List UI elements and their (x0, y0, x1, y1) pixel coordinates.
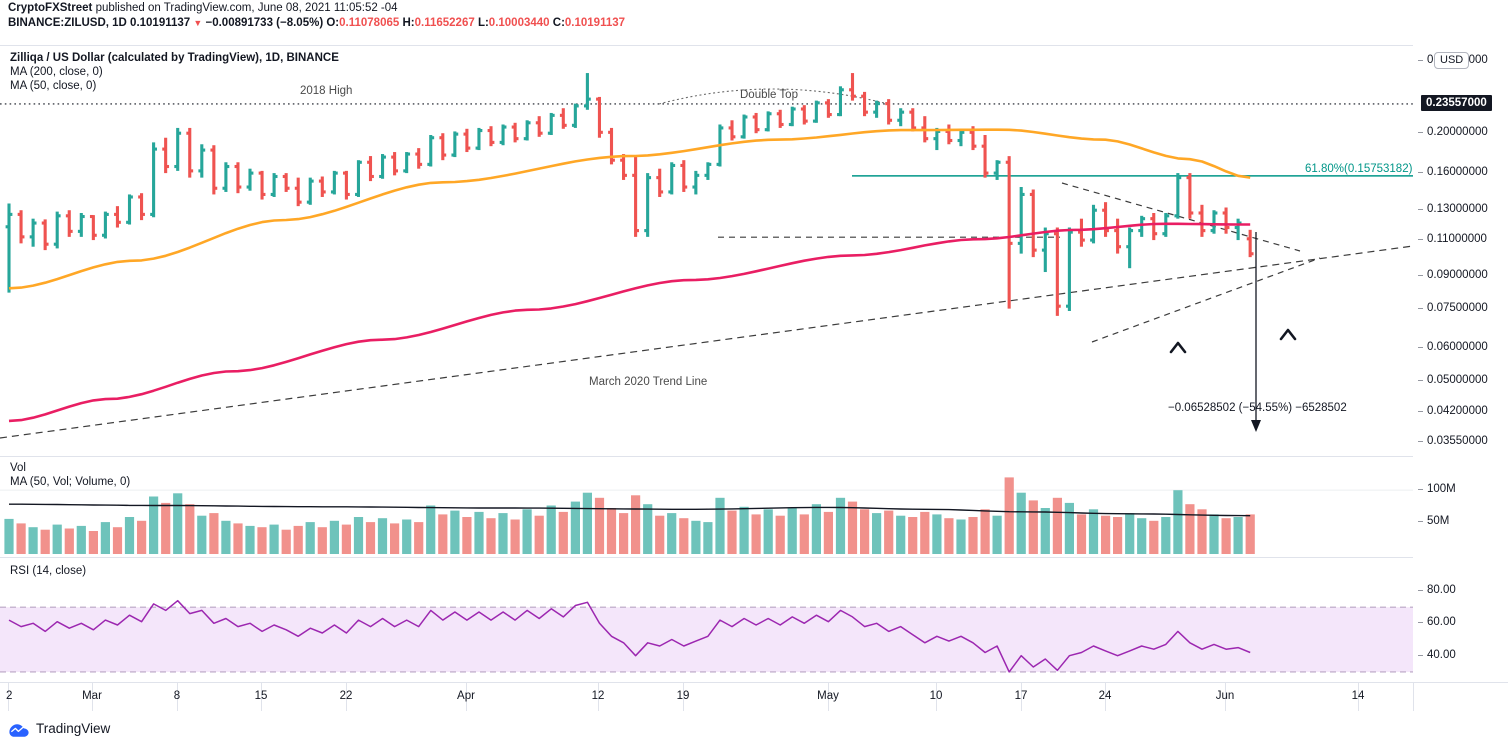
open-value: 0.11078065 (339, 17, 400, 29)
price-legend-ma50: MA (50, close, 0) (10, 80, 97, 92)
volume-legend-title: Vol (10, 462, 26, 474)
time-axis-tick: 15 (254, 690, 268, 702)
annotation-fib-level: 61.80%(0.15753182) (1305, 162, 1413, 175)
time-axis-separator (1225, 683, 1226, 711)
time-axis-separator (177, 683, 178, 711)
price-axis-tick: 0.16000000 (1418, 166, 1488, 179)
rsi-axis-tick: 40.00 (1418, 648, 1456, 661)
time-axis-tick: 14 (1351, 690, 1365, 702)
low-label: L: (477, 17, 489, 29)
annotation-trend-line: March 2020 Trend Line (589, 376, 708, 388)
quote-line: BINANCE:ZILUSD, 1D 0.10191137 ▼ −0.00891… (8, 17, 625, 30)
time-axis-separator (1021, 683, 1022, 711)
time-axis-separator (466, 683, 467, 711)
published-text: published on TradingView.com, June 08, 2… (95, 2, 398, 14)
time-axis-tick: 17 (1014, 690, 1028, 702)
price-legend-ma200: MA (200, close, 0) (10, 66, 103, 78)
annotation-measured-move: −0.06528502 (−54.55%) −6528502 (1168, 402, 1347, 414)
price-axis-tick: 0.07500000 (1418, 301, 1488, 314)
time-axis-tick: 2 (6, 690, 13, 702)
publisher-name: CryptoFXStreet (8, 2, 93, 14)
publisher-line: CryptoFXStreet published on TradingView.… (8, 2, 398, 15)
rsi-plot (0, 599, 1413, 673)
annotation-double-top: Double Top (740, 89, 798, 101)
time-axis-tick: 8 (173, 690, 181, 702)
price-axis-current-label: 0.23557000 (1421, 94, 1492, 111)
price-legend: Zilliqa / US Dollar (calculated by Tradi… (10, 51, 339, 93)
last-price: 0.10191137 (130, 17, 191, 29)
rsi-legend: RSI (14, close) (10, 564, 86, 578)
price-axis-tick: 0.13000000 (1418, 203, 1488, 216)
time-axis-separator (8, 683, 9, 711)
footer-bar: TradingView (0, 711, 1508, 755)
time-axis-separator (598, 683, 599, 711)
time-axis-tick: 22 (339, 690, 353, 702)
price-change: −0.00891733 (−8.05%) (205, 17, 324, 29)
price-axis-tick: 0.03550000 (1418, 435, 1488, 448)
high-label: H: (402, 17, 415, 29)
close-value: 0.10191137 (564, 17, 626, 29)
rsi-pane[interactable]: RSI (14, close) (0, 557, 1413, 683)
price-axis-tick: 0.04200000 (1418, 405, 1488, 418)
price-axis-tick: 0.20000000 (1418, 126, 1488, 139)
price-axis[interactable]: 0.300000000.235570000.200000000.16000000… (1413, 45, 1508, 682)
tradingview-logo-icon (9, 724, 29, 737)
tradingview-brand: TradingView (36, 721, 111, 736)
time-axis-tick: Jun (1215, 690, 1235, 702)
volume-plot (0, 477, 1413, 554)
time-axis-separator (828, 683, 829, 711)
open-label: O: (326, 17, 340, 29)
price-axis-tick: 0.05000000 (1418, 374, 1488, 387)
volume-axis-tick: 100M (1418, 483, 1456, 496)
time-axis-separator (1358, 683, 1359, 711)
chart-header: CryptoFXStreet published on TradingView.… (0, 0, 1508, 30)
symbol-label: BINANCE:ZILUSD, 1D (8, 17, 127, 29)
time-axis-tick: May (817, 690, 839, 702)
time-axis-separator (1105, 683, 1106, 711)
currency-badge: USD (1434, 52, 1470, 69)
volume-axis-tick: 50M (1417, 515, 1450, 528)
price-axis-tick: 0.09000000 (1418, 268, 1488, 281)
time-axis-separator (261, 683, 262, 711)
time-axis-tick: Mar (82, 690, 102, 702)
low-value: 0.10003440 (488, 17, 550, 29)
time-axis-separator (683, 683, 684, 711)
price-plot (0, 73, 1413, 439)
time-axis-separator (92, 683, 93, 711)
time-axis[interactable]: 2 Mar 8 15 22 Apr 12 19 May 10 17 24 Jun 14 (0, 682, 1508, 712)
volume-legend-ma: MA (50, Vol; Volume, 0) (10, 476, 131, 488)
time-axis-tick: Apr (457, 690, 475, 702)
time-axis-separator (346, 683, 347, 711)
time-axis-separator (1413, 683, 1414, 711)
time-axis-tick: 19 (676, 690, 690, 702)
volume-legend: Vol MA (50, Vol; Volume, 0) (10, 461, 130, 489)
time-axis-tick: 12 (591, 690, 605, 702)
time-axis-tick: 10 (929, 690, 943, 702)
rsi-axis-tick: 80.00 (1418, 583, 1456, 596)
volume-pane[interactable]: Vol MA (50, Vol; Volume, 0) (0, 456, 1413, 557)
high-value: 0.11652267 (414, 17, 475, 29)
price-legend-title: Zilliqa / US Dollar (calculated by Tradi… (10, 52, 339, 64)
close-label: C: (552, 17, 565, 29)
rsi-axis-tick: 60.00 (1418, 616, 1456, 629)
time-axis-separator (936, 683, 937, 711)
rsi-legend-title: RSI (14, close) (10, 565, 87, 577)
price-axis-tick: 0.06000000 (1418, 341, 1488, 354)
time-axis-tick: 24 (1098, 690, 1112, 702)
price-axis-tick: 0.11000000 (1418, 233, 1487, 246)
price-pane[interactable]: Zilliqa / US Dollar (calculated by Tradi… (0, 45, 1413, 456)
down-triangle-icon: ▼ (193, 18, 203, 28)
annotation-2018-high: 2018 High (300, 84, 353, 97)
